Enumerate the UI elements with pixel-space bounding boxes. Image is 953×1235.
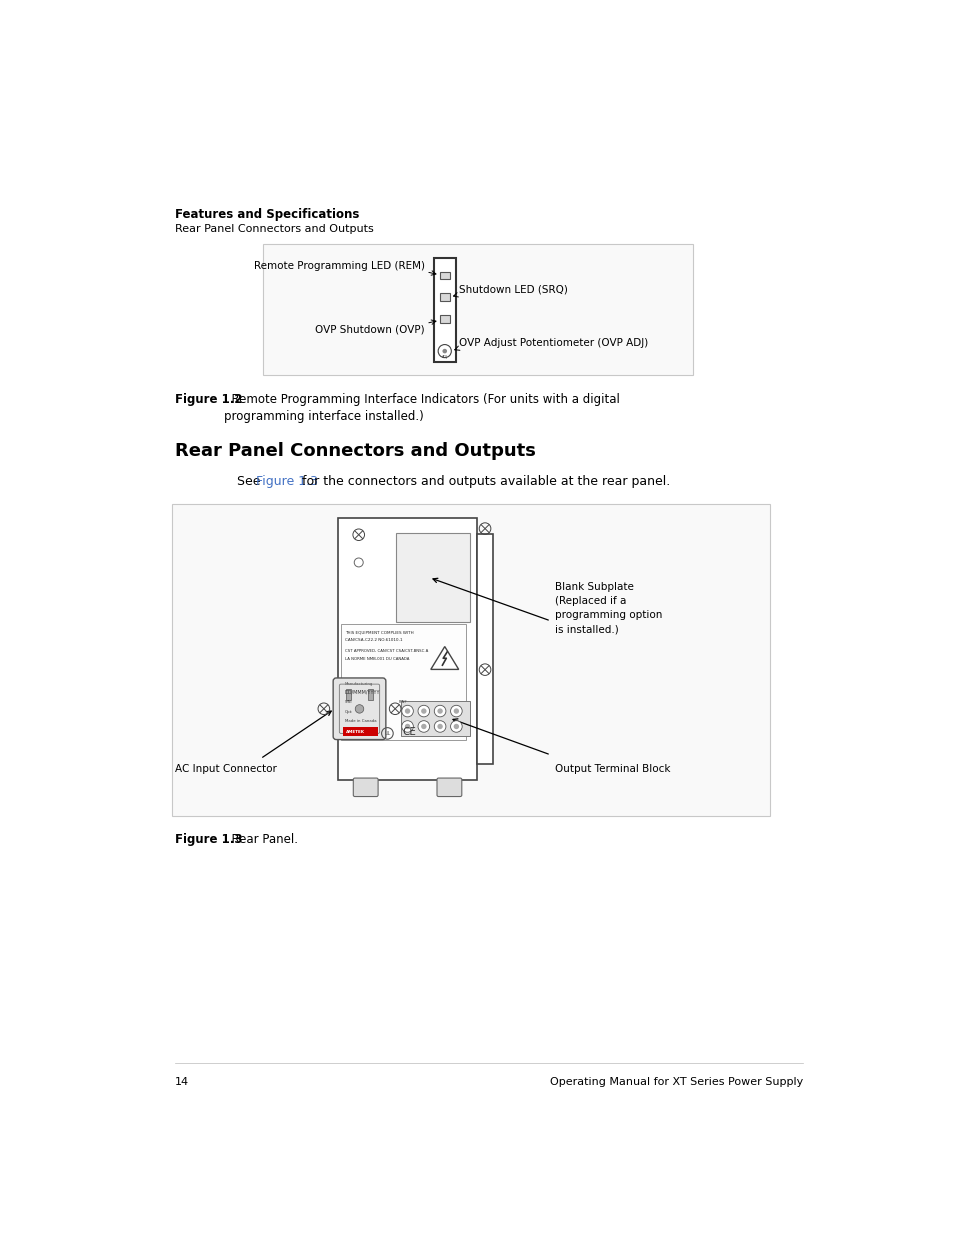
Circle shape <box>355 705 363 713</box>
Circle shape <box>404 709 410 714</box>
Circle shape <box>401 705 413 716</box>
Circle shape <box>401 721 413 732</box>
Bar <box>439 315 449 322</box>
Text: AMETEK: AMETEK <box>345 730 364 734</box>
Bar <box>368 689 373 700</box>
Circle shape <box>417 705 429 716</box>
Text: Shutdown LED (SRQ): Shutdown LED (SRQ) <box>458 284 567 294</box>
Text: OVP Adjust Potentiometer (OVP ADJ): OVP Adjust Potentiometer (OVP ADJ) <box>458 338 648 348</box>
Polygon shape <box>431 647 458 669</box>
Text: Made in Canada: Made in Canada <box>344 719 376 722</box>
Circle shape <box>434 721 445 732</box>
Text: See: See <box>236 475 264 489</box>
Text: Opt:: Opt: <box>344 710 353 714</box>
Text: CAN/CSA-C22.2 NO.61010-1: CAN/CSA-C22.2 NO.61010-1 <box>344 638 402 642</box>
FancyBboxPatch shape <box>339 684 379 734</box>
Text: Blank Subplate
(Replaced if a
programming option
is installed.): Blank Subplate (Replaced if a programmin… <box>555 583 661 635</box>
Text: OVP Shutdown (OVP): OVP Shutdown (OVP) <box>314 324 424 335</box>
Text: programming interface installed.): programming interface installed.) <box>224 410 423 424</box>
Bar <box>439 272 449 279</box>
Circle shape <box>404 724 410 729</box>
Circle shape <box>436 724 442 729</box>
FancyBboxPatch shape <box>353 778 377 797</box>
Circle shape <box>437 345 451 358</box>
Bar <box>346 689 351 700</box>
Text: Figure 1.2: Figure 1.2 <box>174 393 242 406</box>
Text: LA NORME NMB-001 DU CANADA: LA NORME NMB-001 DU CANADA <box>344 657 409 661</box>
Circle shape <box>420 709 426 714</box>
FancyBboxPatch shape <box>333 678 385 740</box>
Text: Figure 1.3: Figure 1.3 <box>174 832 242 846</box>
Text: Figure 1.3: Figure 1.3 <box>255 475 317 489</box>
Text: Features and Specifications: Features and Specifications <box>174 209 359 221</box>
Circle shape <box>454 709 458 714</box>
Text: P/N?: P/N? <box>398 700 407 704</box>
Text: 14: 14 <box>174 1077 189 1087</box>
Bar <box>401 701 469 736</box>
Circle shape <box>454 724 458 729</box>
Bar <box>434 258 456 362</box>
Bar <box>343 727 377 736</box>
Circle shape <box>420 724 426 729</box>
Text: THIS EQUIPMENT COMPLIES WITH: THIS EQUIPMENT COMPLIES WITH <box>344 630 413 635</box>
Text: Operating Manual for XT Series Power Supply: Operating Manual for XT Series Power Sup… <box>549 1077 802 1087</box>
Text: CE: CE <box>402 727 416 737</box>
Text: Rear Panel.: Rear Panel. <box>224 832 297 846</box>
Bar <box>476 534 493 764</box>
Text: for the connectors and outputs available at the rear panel.: for the connectors and outputs available… <box>298 475 670 489</box>
Text: Output Terminal Block: Output Terminal Block <box>555 764 670 774</box>
Text: Remote Programming Interface Indicators (For units with a digital: Remote Programming Interface Indicators … <box>224 393 619 406</box>
Text: AC Input Connector: AC Input Connector <box>174 764 276 774</box>
Bar <box>337 517 476 779</box>
Text: Manufacturing: Manufacturing <box>344 682 373 685</box>
Circle shape <box>450 721 461 732</box>
Bar <box>439 294 449 301</box>
Text: UL: UL <box>384 731 390 736</box>
Circle shape <box>354 558 363 567</box>
Circle shape <box>417 721 429 732</box>
Circle shape <box>436 709 442 714</box>
FancyBboxPatch shape <box>436 778 461 797</box>
Text: S/N:: S/N: <box>344 700 353 704</box>
Text: Rear Panel Connectors and Outputs: Rear Panel Connectors and Outputs <box>174 225 374 235</box>
Text: CST APPROVED, CAN/CST CSA/CST-BNSC-A: CST APPROVED, CAN/CST CSA/CST-BNSC-A <box>344 650 428 653</box>
Bar <box>172 504 769 816</box>
Text: ADJ: ADJ <box>441 354 447 358</box>
Circle shape <box>450 705 461 716</box>
Circle shape <box>434 705 445 716</box>
Text: Rear Panel Connectors and Outputs: Rear Panel Connectors and Outputs <box>174 442 536 461</box>
Text: Remote Programming LED (REM): Remote Programming LED (REM) <box>253 261 424 270</box>
Bar <box>395 534 469 621</box>
Bar <box>262 245 692 375</box>
Text: DD/MMM/YYYY: DD/MMM/YYYY <box>344 689 380 694</box>
Bar <box>340 624 466 740</box>
Circle shape <box>442 348 447 353</box>
